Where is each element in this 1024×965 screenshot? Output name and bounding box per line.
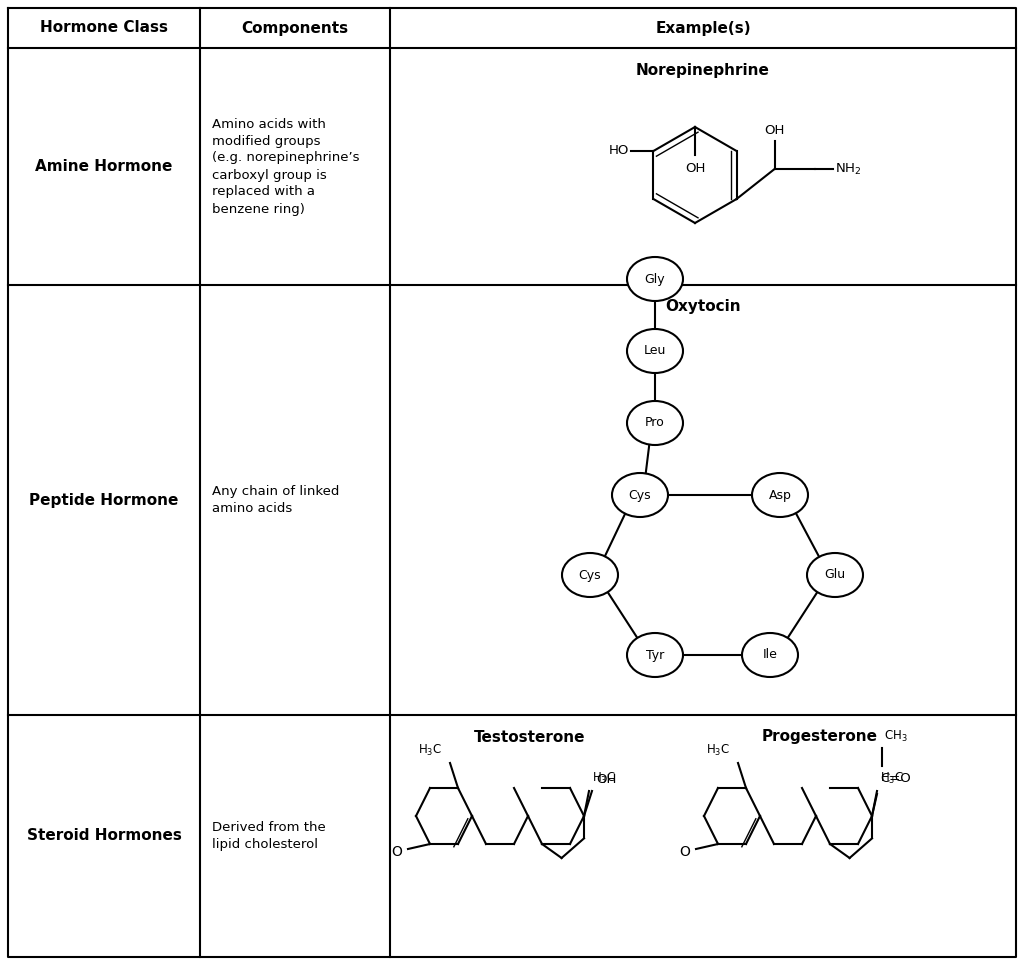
Text: HO: HO — [609, 145, 630, 157]
Text: Amine Hormone: Amine Hormone — [35, 159, 173, 174]
Text: Tyr: Tyr — [646, 648, 665, 661]
Text: Progesterone: Progesterone — [762, 730, 878, 745]
Text: H$_3$C: H$_3$C — [592, 771, 616, 786]
Ellipse shape — [562, 553, 618, 597]
Ellipse shape — [627, 633, 683, 677]
Text: C=O: C=O — [880, 771, 910, 785]
Text: Pro: Pro — [645, 417, 665, 429]
Text: OH: OH — [685, 162, 706, 175]
Text: Cys: Cys — [629, 488, 651, 502]
Ellipse shape — [807, 553, 863, 597]
Text: OH: OH — [764, 124, 784, 137]
Text: Oxytocin: Oxytocin — [666, 299, 740, 315]
Text: Example(s): Example(s) — [655, 20, 751, 36]
Text: NH$_2$: NH$_2$ — [835, 161, 861, 177]
Ellipse shape — [742, 633, 798, 677]
Text: Ile: Ile — [763, 648, 777, 661]
Text: H$_3$C: H$_3$C — [880, 771, 904, 786]
Text: O: O — [679, 845, 690, 859]
Text: Derived from the
lipid cholesterol: Derived from the lipid cholesterol — [212, 821, 326, 851]
Text: H$_3$C: H$_3$C — [706, 743, 730, 758]
Ellipse shape — [627, 329, 683, 373]
Text: O: O — [391, 845, 402, 859]
Text: Any chain of linked
amino acids: Any chain of linked amino acids — [212, 485, 339, 515]
Ellipse shape — [627, 401, 683, 445]
Text: Peptide Hormone: Peptide Hormone — [30, 492, 178, 508]
Ellipse shape — [752, 473, 808, 517]
Text: Amino acids with
modified groups
(e.g. norepinephrine’s
carboxyl group is
replac: Amino acids with modified groups (e.g. n… — [212, 118, 359, 215]
Text: Gly: Gly — [645, 272, 666, 286]
Ellipse shape — [627, 257, 683, 301]
Text: Cys: Cys — [579, 568, 601, 582]
Text: Glu: Glu — [824, 568, 846, 582]
Text: Norepinephrine: Norepinephrine — [636, 63, 770, 77]
Ellipse shape — [612, 473, 668, 517]
Text: Hormone Class: Hormone Class — [40, 20, 168, 36]
Text: H$_3$C: H$_3$C — [418, 743, 442, 758]
Text: CH$_3$: CH$_3$ — [884, 729, 907, 744]
Text: OH: OH — [596, 773, 616, 786]
Text: Leu: Leu — [644, 345, 667, 357]
Text: Testosterone: Testosterone — [474, 730, 586, 745]
Text: Asp: Asp — [769, 488, 792, 502]
Text: Steroid Hormones: Steroid Hormones — [27, 829, 181, 843]
Text: Components: Components — [242, 20, 348, 36]
